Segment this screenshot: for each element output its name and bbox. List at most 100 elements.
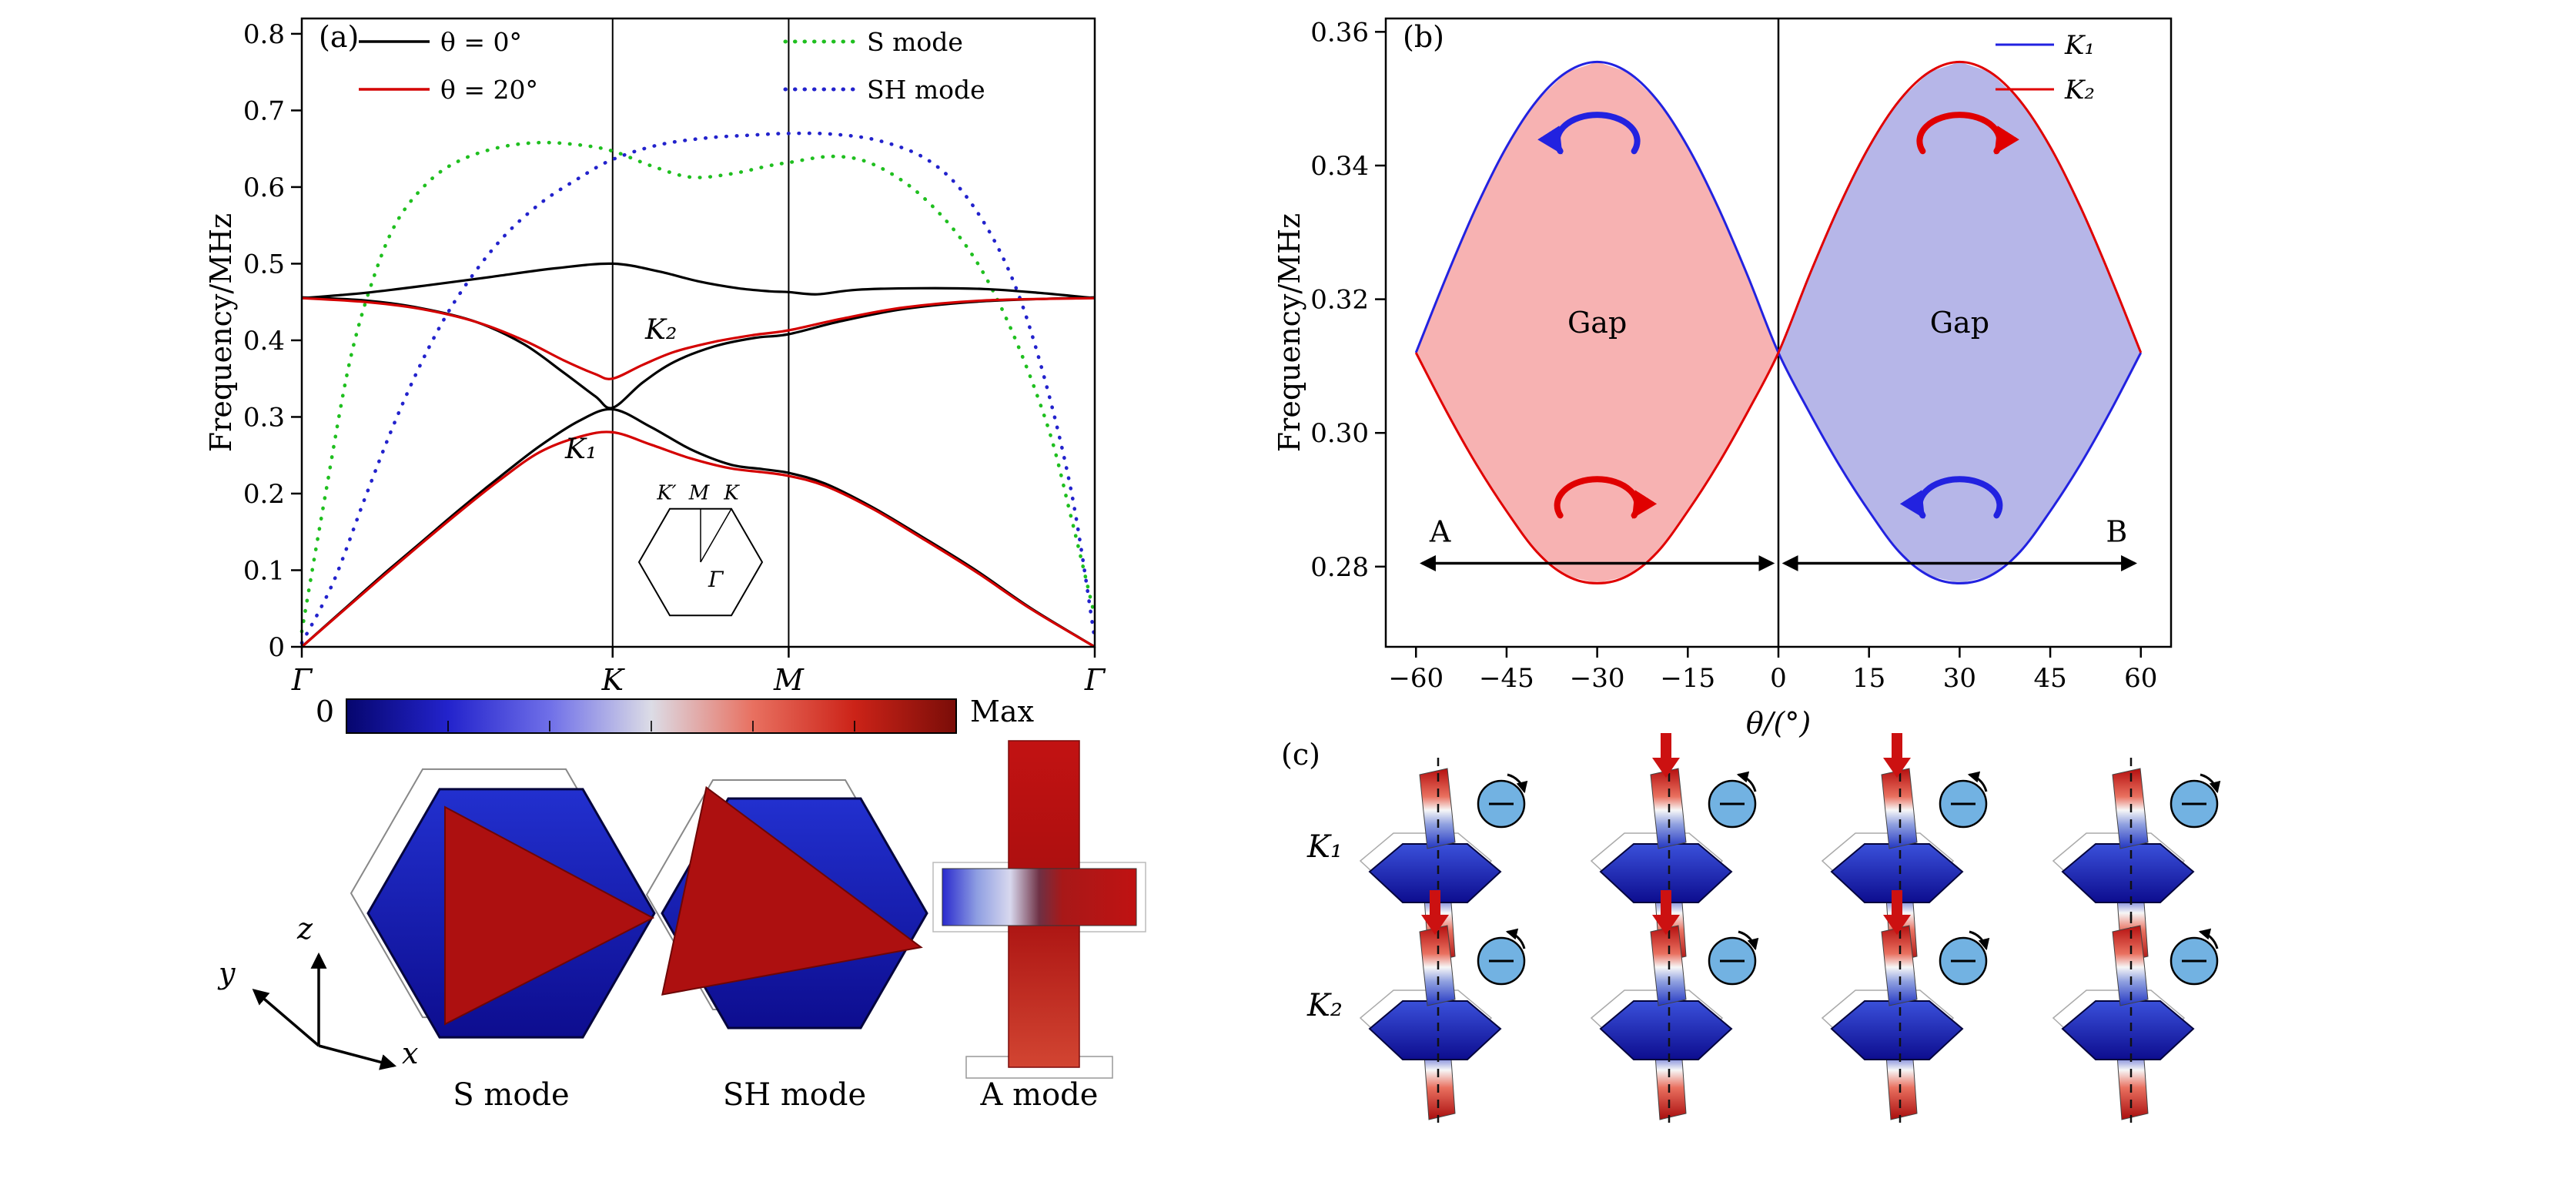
y-tick-label: 0.6 <box>243 172 285 203</box>
panel-b-legend: K₁ K₂ <box>1996 30 2095 105</box>
circulation-arrow-icon <box>1899 476 2003 519</box>
coordinate-axes-triad <box>252 952 397 1070</box>
y-tick-label: 0.7 <box>243 95 285 126</box>
bz-kprime-label: K′ <box>656 482 676 505</box>
hexagon-body-icon <box>2061 1000 2195 1060</box>
rotation-direction-arrow-icon <box>2200 773 2221 794</box>
x-tick-label: 45 <box>2033 663 2066 694</box>
x-tick-label: 0 <box>1770 663 1787 694</box>
mode-shape-cell <box>1590 890 1759 1123</box>
gap-label: Gap <box>1567 306 1627 340</box>
excitation-arrow-icon <box>1652 890 1680 935</box>
a-mode-shape <box>932 740 1146 1079</box>
excitation-arrow-icon <box>1652 733 1680 778</box>
x-tick-label: −60 <box>1388 663 1444 694</box>
hexagon-body-icon <box>1830 1000 1964 1060</box>
panel-b-x-axis: −60 −45 −30 −15 0 15 30 45 60 θ/(°) <box>1388 647 2157 740</box>
horizontal-slab-icon <box>942 868 1137 926</box>
panel-b-x-axis-title: θ/(°) <box>1746 706 1811 740</box>
sh-mode-shape <box>645 779 928 1030</box>
colorbar-min-label: 0 <box>315 695 334 728</box>
y-tick-label: 0.2 <box>243 479 285 510</box>
sh-mode-label: SH mode <box>722 1077 867 1113</box>
a-mode-label: A mode <box>980 1077 1099 1113</box>
series-theta-20-upper <box>301 296 1096 380</box>
span-arrow-label: A <box>1429 514 1451 548</box>
x-axis-letter: x <box>402 1036 419 1070</box>
panel-b-y-axis: 0.28 0.30 0.32 0.34 0.36 Frequency/MHz <box>1273 17 1386 583</box>
s-mode-shape <box>350 768 656 1039</box>
legend-label: K₂ <box>2064 75 2095 105</box>
series-theta-20-lower <box>300 430 1096 648</box>
bz-gamma-label: Γ <box>708 567 724 592</box>
y-tick-label: 0 <box>268 632 285 663</box>
mode-shape-cell <box>2052 758 2221 966</box>
y-tick-label: 0.1 <box>243 555 285 586</box>
panel-c-mode-cells <box>1359 733 2221 1123</box>
x-tick-label: −45 <box>1479 663 1534 694</box>
legend-label: K₁ <box>2064 30 2095 61</box>
panel-a-y-axis: 0 0.1 0.2 0.3 0.4 0.5 0.6 0.7 0.8 Frequency/MHz <box>204 19 302 663</box>
red-triangle-icon <box>444 805 655 1026</box>
red-triangle-icon <box>661 785 923 996</box>
s-mode-label: S mode <box>453 1077 570 1113</box>
legend-label: SH mode <box>867 75 985 105</box>
hexagon-body-icon <box>2061 843 2195 903</box>
legend-label: θ = 20° <box>440 75 538 105</box>
gap-region <box>1416 62 1778 584</box>
rotation-direction-arrow-icon <box>1736 771 1757 792</box>
y-tick-label: 0.8 <box>243 19 285 50</box>
x-tick-label: 30 <box>1943 663 1976 694</box>
z-axis-letter: z <box>297 912 313 946</box>
hexagon-body-icon <box>1599 843 1733 903</box>
x-tick-label: 15 <box>1852 663 1885 694</box>
panel-a-label: (a) <box>319 20 360 54</box>
bz-k-label: K <box>723 482 740 505</box>
panel-a-y-axis-title: Frequency/MHz <box>204 213 238 452</box>
excitation-arrow-icon <box>1421 890 1449 935</box>
y-tick-label: 0.34 <box>1310 151 1369 182</box>
hexagon-body-icon <box>1368 843 1502 903</box>
legend-label: S mode <box>867 27 963 57</box>
circulation-arrow-icon <box>1537 112 1641 155</box>
y-tick-label: 0.30 <box>1310 418 1369 449</box>
rotation-direction-arrow-icon <box>1969 930 1990 951</box>
hexagon-body-icon <box>1599 1000 1733 1060</box>
panel-b-y-axis-title: Frequency/MHz <box>1273 213 1306 452</box>
y-tick-label: 0.3 <box>243 402 285 433</box>
x-tick-label: −30 <box>1570 663 1625 694</box>
x-tick-label: M <box>773 663 805 697</box>
series-K1 <box>1414 60 2143 585</box>
panel-a-frame <box>300 17 1096 648</box>
panel-a-legend: θ = 0° θ = 20° S mode SH mode <box>359 27 985 105</box>
row-label-k1: K₁ <box>1307 829 1343 865</box>
band-annotation: K₁ <box>564 434 597 465</box>
circulation-arrow-icon <box>1554 476 1658 519</box>
row-label-k2: K₂ <box>1307 988 1343 1023</box>
y-tick-label: 0.36 <box>1310 17 1369 48</box>
hexagon-body-icon <box>1368 1000 1502 1060</box>
x-tick-label: −15 <box>1660 663 1715 694</box>
rotation-direction-arrow-icon <box>1507 773 1528 794</box>
series-SH-mode <box>299 131 1097 645</box>
x-tick-label: 60 <box>2124 663 2157 694</box>
colorbar-max-label: Max <box>970 695 1034 728</box>
bz-m-label: M <box>688 482 711 505</box>
brillouin-zone-inset: K′ M K Γ <box>637 482 764 617</box>
mode-shape-cell <box>2052 915 2219 1123</box>
panel-b-label: (b) <box>1403 20 1444 54</box>
x-axis-arrow <box>318 1044 397 1070</box>
hexagon-body-icon <box>1830 843 1964 903</box>
series-theta-0-upper <box>301 262 1096 300</box>
rotation-direction-arrow-icon <box>2198 928 2219 949</box>
x-tick-label: Γ <box>1084 663 1106 697</box>
circulation-arrow-icon <box>1916 112 2019 155</box>
x-tick-label: Γ <box>291 663 313 697</box>
series-theta-0-lower <box>300 407 1096 648</box>
eigenmode-shapes <box>350 740 1146 1079</box>
excitation-arrow-icon <box>1883 890 1911 935</box>
